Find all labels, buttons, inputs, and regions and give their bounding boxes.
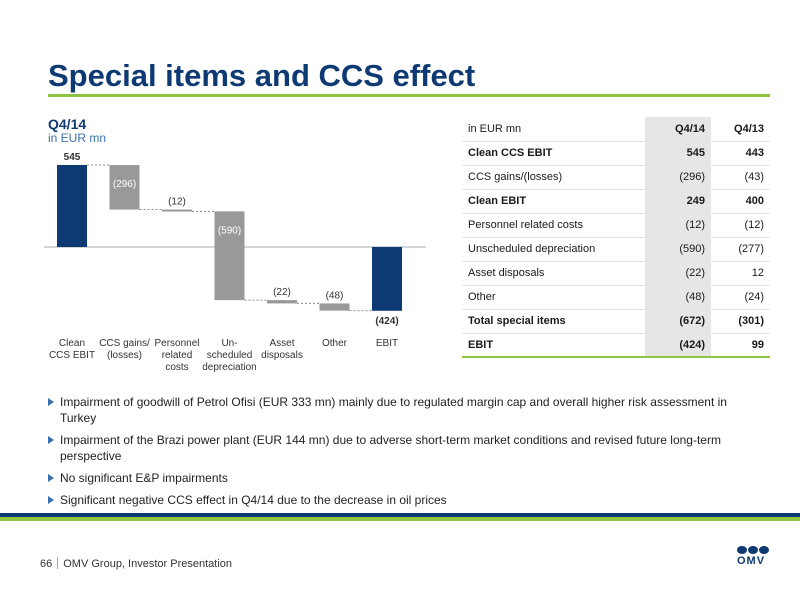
table-cell-q414: (22) (645, 261, 711, 286)
table-row: Personnel related costs (12) (12) (462, 213, 770, 238)
bullet-item: Impairment of the Brazi power plant (EUR… (48, 432, 748, 464)
table-cell-q413: 99 (711, 333, 770, 358)
table-row-label: Other (462, 285, 645, 310)
waterfall-bar (267, 300, 297, 304)
category-label: EBIT (375, 338, 399, 349)
bar-data-label: (22) (273, 287, 291, 298)
table-row-label: Unscheduled depreciation (462, 237, 645, 262)
bullet-text: Significant negative CCS effect in Q4/14… (60, 493, 447, 507)
table-row-label: Clean EBIT (462, 189, 645, 214)
bullet-item: Impairment of goodwill of Petrol Ofisi (… (48, 394, 748, 426)
category-label: Other (321, 338, 347, 349)
table-cell-q413: 443 (711, 141, 770, 166)
bullet-text: No significant E&P impairments (60, 471, 228, 485)
table-cell-q414: (12) (645, 213, 711, 238)
category-label: Clean CCS EBIT (48, 338, 96, 361)
table-row: Other (48) (24) (462, 285, 770, 310)
chart-title: Q4/14 (48, 116, 87, 132)
table-cell-q414: (48) (645, 285, 711, 310)
title-rule (48, 94, 770, 97)
table-row: EBIT (424) 99 (462, 333, 770, 358)
table-row-label: Total special items (462, 309, 645, 334)
waterfall-bar (214, 211, 245, 301)
footer-separator (57, 557, 59, 569)
triangle-bullet-icon (48, 436, 54, 444)
category-label: Un- scheduled depreciation (202, 338, 257, 373)
bullet-text: Impairment of goodwill of Petrol Ofisi (… (60, 395, 727, 425)
bar-data-label: 545 (64, 152, 81, 163)
table-header-row: in EUR mn Q4/14 Q4/13 (462, 117, 770, 142)
table-row: CCS gains/(losses) (296) (43) (462, 165, 770, 190)
special-items-table: in EUR mn Q4/14 Q4/13 Clean CCS EBIT 545 4… (462, 117, 770, 358)
table-cell-q414: 249 (645, 189, 711, 214)
table-row: Total special items (672) (301) (462, 309, 770, 334)
table-header-label: in EUR mn (462, 117, 645, 142)
waterfall-bar (162, 209, 192, 212)
page-number: 66 (40, 558, 53, 570)
category-label: Asset disposals (261, 338, 303, 361)
footer-band-green (0, 517, 800, 521)
footer: 66 OMV Group, Investor Presentation (40, 557, 232, 570)
omv-logo-mark-icon (737, 546, 771, 554)
table-cell-q413: (43) (711, 165, 770, 190)
waterfall-bar (372, 247, 402, 311)
omv-logo-text: OMV (737, 555, 766, 567)
waterfall-bar (109, 165, 140, 210)
bullet-item: No significant E&P impairments (48, 470, 748, 486)
category-label: Personnel related costs (154, 338, 200, 373)
bar-data-label: (48) (326, 290, 344, 301)
bar-data-label: (12) (168, 197, 186, 208)
table-cell-q414: 545 (645, 141, 711, 166)
table-row-label: Clean CCS EBIT (462, 141, 645, 166)
table-cell-q413: (277) (711, 237, 770, 262)
bar-data-label: (296) (113, 179, 136, 190)
chart-unit: in EUR mn (48, 131, 107, 145)
table-header-q414: Q4/14 (645, 117, 711, 142)
triangle-bullet-icon (48, 474, 54, 482)
slide-title: Special items and CCS effect (48, 58, 476, 93)
table-cell-q413: (301) (711, 309, 770, 334)
waterfall-bar (57, 165, 87, 247)
bar-data-label: (424) (375, 316, 398, 327)
table-row-label: Asset disposals (462, 261, 645, 286)
waterfall-chart: 545 (296) (12) (590) (22) (48) (424) (44, 152, 426, 327)
table-cell-q414: (590) (645, 237, 711, 262)
table-cell-q414: (424) (645, 333, 711, 358)
bar-data-label: (590) (218, 225, 241, 236)
table-cell-q413: (24) (711, 285, 770, 310)
table-cell-q413: 12 (711, 261, 770, 286)
table-row-label: CCS gains/(losses) (462, 165, 645, 190)
table-header-q413: Q4/13 (711, 117, 770, 142)
triangle-bullet-icon (48, 496, 54, 504)
bullet-item: Significant negative CCS effect in Q4/14… (48, 492, 748, 508)
bullet-list: Impairment of goodwill of Petrol Ofisi (… (48, 394, 748, 514)
table-row: Asset disposals (22) 12 (462, 261, 770, 286)
table-cell-q414: (672) (645, 309, 711, 334)
category-label: CCS gains/ (losses) (99, 338, 150, 361)
table-row-label: EBIT (462, 333, 645, 358)
footer-text: OMV Group, Investor Presentation (63, 558, 232, 570)
table-row: Clean CCS EBIT 545 443 (462, 141, 770, 166)
omv-logo: OMV (737, 546, 771, 567)
table-row: Unscheduled depreciation (590) (277) (462, 237, 770, 262)
footer-band-blue (0, 513, 800, 517)
table-cell-q413: 400 (711, 189, 770, 214)
waterfall-bar (319, 303, 350, 311)
table-row: Clean EBIT 249 400 (462, 189, 770, 214)
table-row-label: Personnel related costs (462, 213, 645, 238)
triangle-bullet-icon (48, 398, 54, 406)
table-cell-q414: (296) (645, 165, 711, 190)
bullet-text: Impairment of the Brazi power plant (EUR… (60, 433, 721, 463)
table-cell-q413: (12) (711, 213, 770, 238)
